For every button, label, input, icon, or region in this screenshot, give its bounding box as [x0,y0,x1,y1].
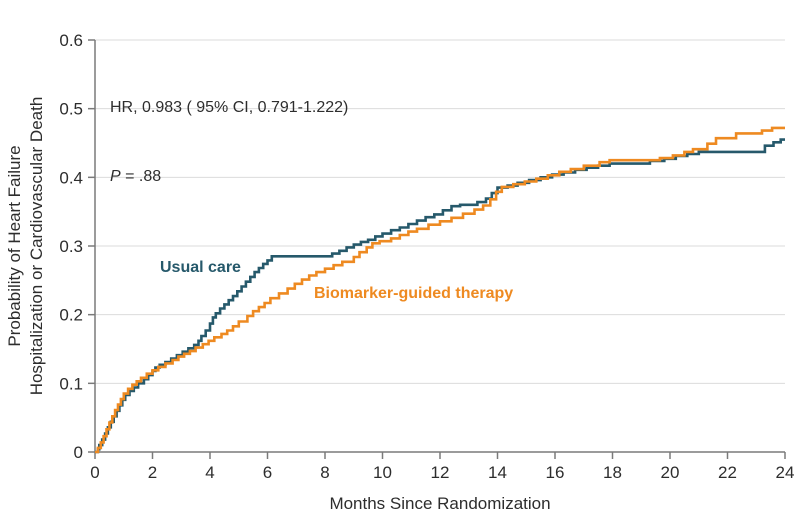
x-tick-label-6: 6 [263,463,272,482]
biomarker-guided-therapy-curve [95,126,785,454]
x-tick-label-22: 22 [718,463,737,482]
y-tick-label-0.3: 0.3 [59,237,83,256]
y-tick-label-0.1: 0.1 [59,374,83,393]
x-tick-label-24: 24 [776,463,795,482]
y-tick-label-0.6: 0.6 [59,31,83,50]
p-italic: P [110,168,121,185]
biomarker-guided-therapy-label: Biomarker-guided therapy [314,285,513,302]
x-axis-title: Months Since Randomization [329,494,550,513]
x-tick-label-2: 2 [148,463,157,482]
usual-care-curve [95,138,785,454]
p-rest: = .88 [120,168,162,185]
x-tick-label-4: 4 [205,463,214,482]
y-tick-label-0.5: 0.5 [59,100,83,119]
y-axis-title-line1: Probability of Heart Failure [5,145,24,346]
x-tick-label-10: 10 [373,463,392,482]
hr-annotation: HR, 0.983 ( 95% CI, 0.791-1.222) P = .88 [110,50,348,234]
x-tick-label-16: 16 [546,463,565,482]
y-tick-label-0: 0 [74,443,83,462]
y-tick-label-0.2: 0.2 [59,306,83,325]
y-axis-title-line2: Hospitalization or Cardiovascular Death [27,97,46,396]
x-tick-label-14: 14 [488,463,507,482]
x-tick-label-12: 12 [431,463,450,482]
usual-care-label: Usual care [160,259,241,276]
x-tick-label-0: 0 [90,463,99,482]
p-value-text: P = .88 [110,165,348,188]
x-tick-label-8: 8 [320,463,329,482]
x-tick-label-20: 20 [661,463,680,482]
hr-text: HR, 0.983 ( 95% CI, 0.791-1.222) [110,99,349,116]
x-tick-label-18: 18 [603,463,622,482]
y-tick-label-0.4: 0.4 [59,168,83,187]
